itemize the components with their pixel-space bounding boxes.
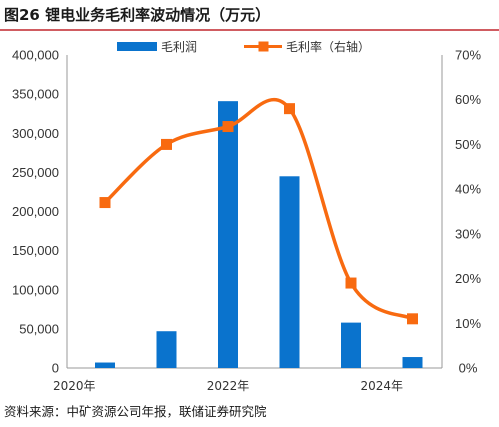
bar — [341, 322, 361, 368]
line-marker — [222, 121, 234, 133]
y-left-tick-labels: 0 50,000 100,000 150,000 200,000 250,000 300,0… — [12, 48, 59, 376]
legend-bar-label: 毛利润 — [161, 40, 197, 54]
legend-line-label: 毛利率（右轴） — [286, 39, 370, 54]
axes — [66, 55, 443, 369]
y-right-tick-labels: 0% 10% 20% 30% 40% 50% 60% 70% — [455, 48, 481, 376]
y-right-tick-label: 40% — [455, 182, 481, 197]
x-tick-labels: 2020年 2022年 2024年 — [53, 379, 403, 393]
x-tick-label: 2024年 — [360, 379, 403, 393]
y-left-tick-label: 100,000 — [12, 282, 59, 297]
bar — [218, 101, 238, 368]
bar — [402, 357, 423, 368]
y-left-tick-label: 200,000 — [12, 204, 59, 219]
legend-bar-swatch — [117, 42, 157, 51]
y-right-tick-label: 30% — [455, 226, 481, 241]
line-series — [99, 98, 418, 325]
line-marker — [161, 138, 172, 150]
y-right-tick-label: 60% — [455, 92, 481, 107]
y-right-tick-label: 20% — [455, 271, 481, 286]
line-marker — [284, 103, 295, 115]
bar-series — [95, 101, 423, 368]
bar — [279, 176, 300, 368]
line-path — [103, 98, 414, 321]
figure-title: 图26 锂电业务毛利率波动情况（万元） — [4, 6, 270, 24]
legend: 毛利润 毛利率（右轴） — [117, 39, 370, 54]
line-marker — [345, 277, 357, 289]
y-left-tick-label: 350,000 — [12, 87, 59, 102]
line-marker — [99, 197, 111, 209]
y-left-tick-label: 400,000 — [12, 48, 59, 63]
source-note: 资料来源：中矿资源公司年报，联储证券研究院 — [4, 404, 267, 419]
bar — [95, 362, 115, 368]
y-left-tick-label: 0 — [52, 361, 59, 376]
y-left-tick-label: 250,000 — [12, 165, 59, 180]
bar — [156, 331, 177, 368]
y-right-tick-label: 70% — [455, 48, 481, 63]
x-tick-label: 2022年 — [207, 379, 250, 393]
y-left-tick-label: 300,000 — [12, 126, 59, 141]
y-left-tick-label: 50,000 — [19, 321, 59, 336]
y-left-tick-label: 150,000 — [12, 243, 59, 258]
line-marker — [407, 313, 418, 325]
y-right-tick-label: 10% — [455, 316, 481, 331]
y-right-tick-label: 0% — [459, 361, 478, 376]
legend-line-marker — [258, 41, 269, 52]
y-right-tick-label: 50% — [455, 137, 481, 152]
x-tick-label: 2020年 — [53, 379, 96, 393]
